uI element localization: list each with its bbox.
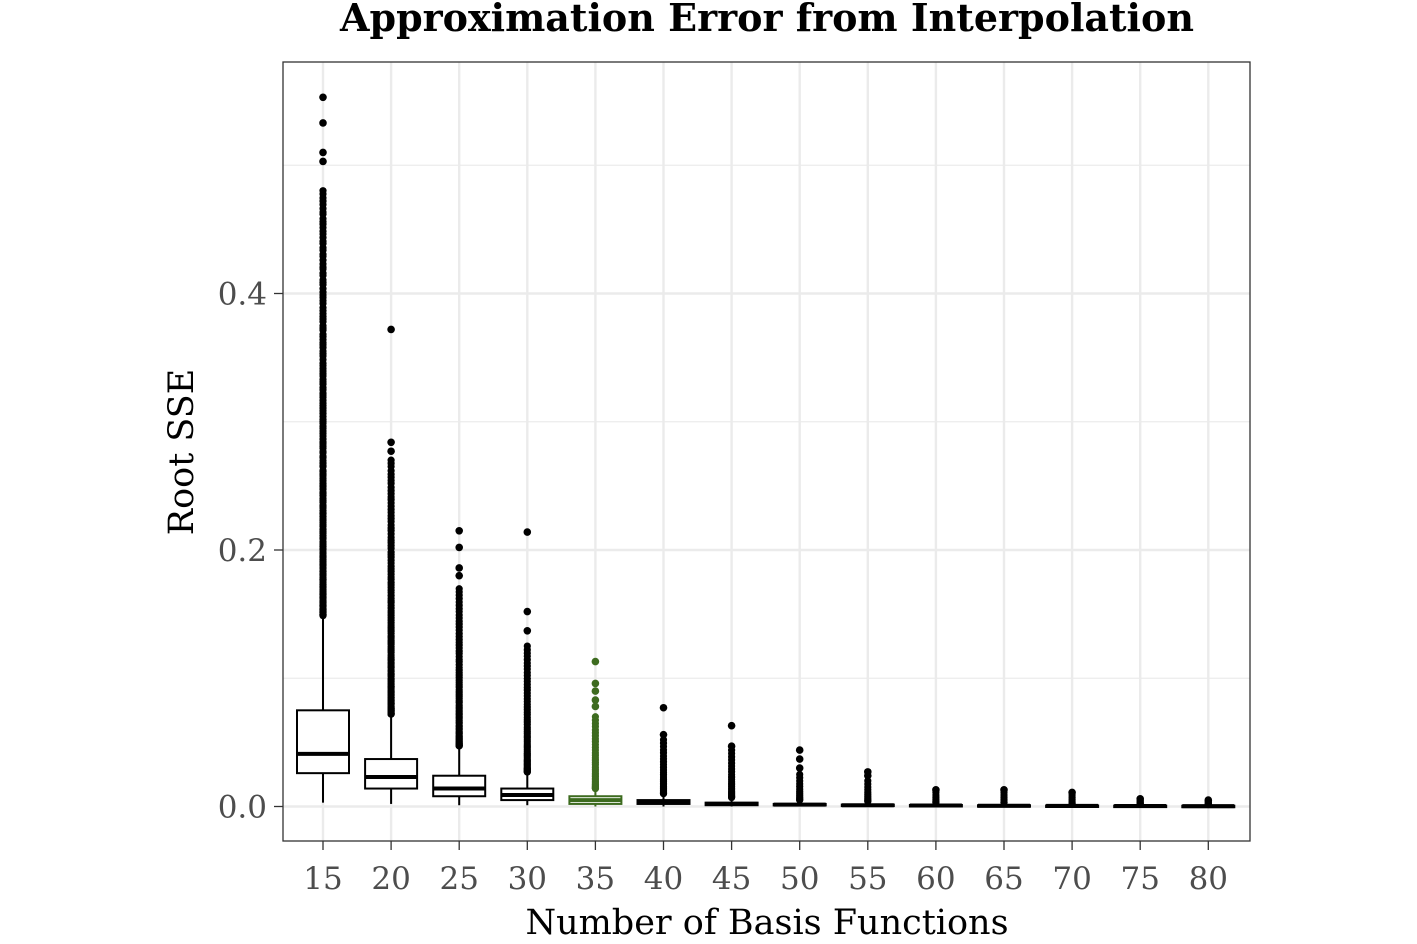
box-iqr bbox=[432, 774, 487, 798]
outlier-point bbox=[795, 755, 804, 763]
outlier-point bbox=[795, 746, 804, 754]
outlier-point bbox=[727, 721, 736, 730]
outlier-point bbox=[932, 786, 940, 794]
outlier-point bbox=[387, 325, 395, 334]
x-tick-label: 15 bbox=[303, 861, 342, 897]
grid-lines bbox=[283, 62, 1250, 841]
x-tick-label: 80 bbox=[1189, 861, 1228, 897]
outlier-point bbox=[387, 447, 395, 456]
x-tick-label: 20 bbox=[371, 861, 410, 897]
outlier-point bbox=[1204, 796, 1213, 804]
box-60 bbox=[908, 786, 963, 808]
plot-panel-background bbox=[283, 62, 1250, 841]
box-iqr bbox=[364, 758, 419, 790]
box-30 bbox=[500, 528, 555, 806]
outlier-point bbox=[659, 703, 668, 712]
x-tick-label: 65 bbox=[984, 861, 1023, 897]
outlier-point bbox=[455, 543, 464, 552]
outlier-point bbox=[591, 702, 600, 711]
y-tick-label: 0.0 bbox=[218, 790, 267, 826]
outlier-point bbox=[591, 713, 600, 721]
box-iqr bbox=[296, 709, 350, 775]
box-50 bbox=[772, 746, 827, 807]
x-tick-label: 40 bbox=[644, 861, 683, 897]
outlier-point bbox=[591, 696, 600, 704]
box-25 bbox=[432, 526, 487, 806]
outlier-point bbox=[1136, 795, 1144, 803]
outlier-point bbox=[387, 438, 395, 447]
box-80 bbox=[1181, 796, 1236, 809]
box-75 bbox=[1113, 795, 1168, 809]
y-axis-title: Root SSE bbox=[162, 369, 202, 536]
box-35 bbox=[568, 657, 623, 807]
box-20 bbox=[364, 325, 419, 804]
outlier-point bbox=[319, 157, 327, 166]
outlier-point bbox=[319, 119, 327, 127]
x-tick-label: 70 bbox=[1052, 861, 1091, 897]
outlier-point bbox=[796, 770, 804, 779]
outlier-point bbox=[523, 607, 532, 616]
x-tick-label: 30 bbox=[508, 861, 547, 897]
box-45 bbox=[704, 721, 759, 807]
x-tick-label: 25 bbox=[439, 861, 478, 897]
outlier-point bbox=[455, 526, 464, 535]
x-tick-label: 60 bbox=[916, 861, 955, 897]
box-70 bbox=[1045, 788, 1100, 808]
outlier-point bbox=[591, 687, 600, 695]
axis-ticks: 0.0 0.2 0.4 15 20 25 30 35 40 45 50 55 60 65 70 75 80 bbox=[218, 277, 1228, 898]
box-65 bbox=[977, 786, 1031, 808]
x-tick-label: 50 bbox=[780, 861, 819, 897]
outlier-point bbox=[1000, 786, 1008, 794]
x-tick-label: 55 bbox=[848, 861, 887, 897]
outlier-point bbox=[864, 768, 872, 776]
box-15 bbox=[296, 93, 350, 803]
outlier-point bbox=[523, 642, 531, 650]
box-55 bbox=[840, 768, 895, 808]
outlier-point bbox=[591, 657, 600, 666]
outlier-point bbox=[387, 456, 395, 464]
outlier-point bbox=[455, 564, 464, 572]
outlier-point bbox=[795, 764, 804, 772]
box-40 bbox=[636, 703, 691, 807]
y-tick-label: 0.2 bbox=[218, 533, 267, 569]
x-tick-label: 35 bbox=[576, 861, 615, 897]
outlier-point bbox=[455, 585, 463, 593]
x-tick-label: 45 bbox=[712, 861, 751, 897]
box-series bbox=[296, 93, 1236, 809]
outlier-point bbox=[523, 626, 532, 635]
outlier-point bbox=[659, 730, 668, 739]
outlier-point bbox=[319, 93, 327, 102]
outlier-point bbox=[319, 187, 327, 195]
chart-title: Approximation Error from Interpolation bbox=[339, 0, 1194, 40]
outlier-point bbox=[591, 679, 600, 688]
outlier-point bbox=[319, 148, 327, 157]
y-tick-label: 0.4 bbox=[218, 277, 267, 313]
plot-panel-border bbox=[282, 61, 1251, 842]
outlier-point bbox=[727, 742, 736, 751]
x-axis-title: Number of Basis Functions bbox=[525, 903, 1008, 943]
outlier-point bbox=[1068, 788, 1076, 797]
outlier-point bbox=[455, 571, 464, 580]
outlier-point bbox=[523, 528, 532, 536]
x-tick-label: 75 bbox=[1120, 861, 1159, 897]
